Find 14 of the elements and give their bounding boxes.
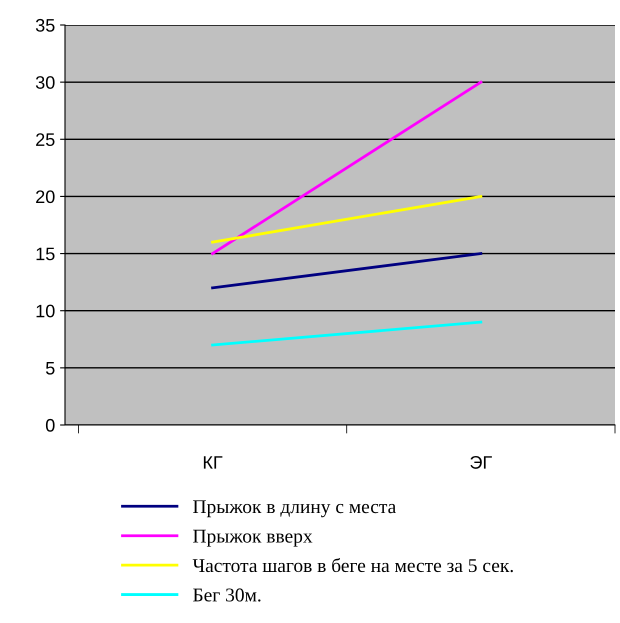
- legend-label: Бег 30м.: [193, 588, 260, 602]
- y-tick-label: 10: [36, 304, 55, 318]
- y-tick-label: 30: [36, 76, 55, 89]
- y-tick-label: 25: [36, 133, 55, 146]
- y-tick-label: 20: [36, 190, 55, 204]
- y-tick-label: 15: [36, 248, 55, 260]
- x-tick-label: КГ: [204, 456, 222, 469]
- y-tick-label: 35: [36, 18, 55, 32]
- legend-label: Прыжок вверх: [193, 530, 312, 547]
- legend-label: Частота шагов в беге на месте за 5 сек.: [192, 558, 513, 572]
- legend-label: Прыжок в длину с места: [193, 500, 396, 518]
- y-tick-label: 0: [46, 418, 55, 432]
- y-tick-label: 5: [46, 362, 55, 375]
- x-tick-label: ЭГ: [470, 456, 492, 469]
